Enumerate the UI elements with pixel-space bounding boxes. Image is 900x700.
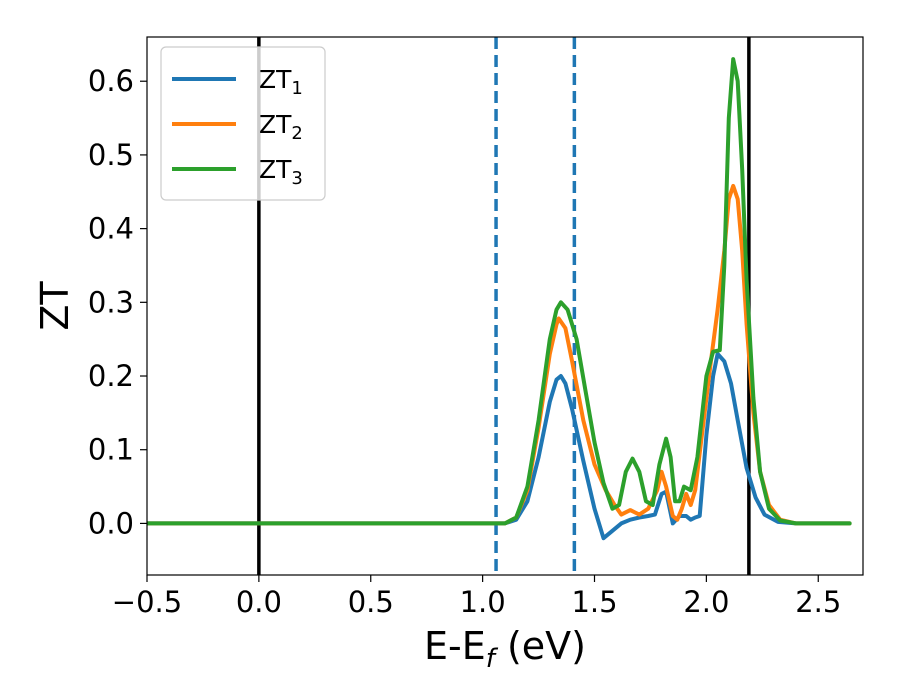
legend-label-base: ZT <box>259 110 292 139</box>
x-tick-label: 2.5 <box>795 585 841 619</box>
y-tick-label: 0.1 <box>88 433 134 467</box>
y-tick-label: 0.0 <box>88 506 134 540</box>
x-axis-title: E-Ef (eV) <box>424 624 586 674</box>
legend-label-sub: 2 <box>291 123 302 144</box>
x-tick-label: 2.0 <box>683 585 729 619</box>
y-tick-label: 0.3 <box>88 285 134 319</box>
x-axis-title-base: E-E <box>424 624 486 668</box>
x-tick-label: −0.5 <box>112 585 182 619</box>
legend-label-sub: 3 <box>291 168 302 189</box>
x-tick-label: 0.0 <box>236 585 282 619</box>
legend-label-sub: 1 <box>291 78 302 99</box>
legend-label-base: ZT <box>259 65 292 94</box>
legend-label: ZT3 <box>259 155 303 189</box>
y-tick-label: 0.4 <box>88 212 134 246</box>
legend-frame <box>160 46 326 201</box>
ticks-layer: −0.5 0.0 0.5 1.0 1.5 2.0 2.5 0.0 0.1 0.2 0.3 0.4 0.5… <box>88 64 841 619</box>
y-tick-label: 0.2 <box>88 359 134 393</box>
legend-label: ZT1 <box>259 65 303 99</box>
series-line-zt2 <box>147 183 852 526</box>
x-axis-title-tail: (eV) <box>495 624 586 668</box>
x-tick-label: 0.5 <box>348 585 394 619</box>
x-tick-label: 1.5 <box>571 585 617 619</box>
legend-label-base: ZT <box>259 155 292 184</box>
x-tick-label: 1.0 <box>460 585 506 619</box>
plot-frame <box>146 36 864 576</box>
series-line-zt1 <box>147 351 852 541</box>
y-axis-title: ZT <box>33 281 77 331</box>
legend-label: ZT2 <box>259 110 303 144</box>
y-tick-label: 0.5 <box>88 138 134 172</box>
series-line-zt3 <box>147 57 852 526</box>
y-tick-label: 0.6 <box>88 64 134 98</box>
